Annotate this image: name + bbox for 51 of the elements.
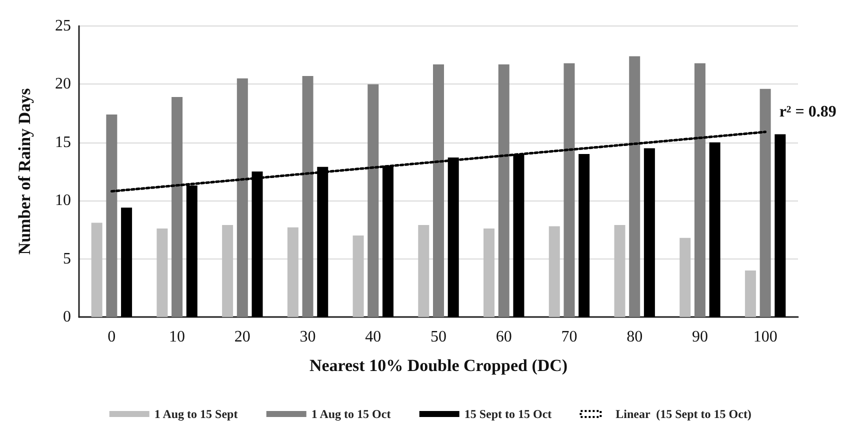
x-tick-label: 50 [430, 328, 446, 346]
bar [564, 63, 575, 317]
bar [644, 148, 655, 317]
bar [368, 84, 379, 317]
y-tick-label: 10 [55, 192, 71, 210]
x-tick-label: 0 [108, 328, 116, 346]
bar [694, 63, 706, 317]
y-axis-title: Number of Rainy Days [15, 88, 34, 255]
bar [418, 225, 430, 317]
bar [498, 64, 510, 317]
legend-label: 1 Aug to 15 Oct [311, 407, 391, 421]
bar [433, 64, 444, 317]
bar [172, 97, 183, 317]
bar [760, 88, 771, 317]
legend-label: 15 Sept to 15 Oct [464, 407, 552, 421]
y-tick-label: 15 [55, 134, 71, 151]
bar [484, 228, 495, 317]
bar [287, 227, 298, 317]
x-tick-label: 20 [234, 328, 250, 346]
x-tick-label: 10 [169, 328, 186, 346]
bar [680, 238, 691, 317]
bar [774, 134, 786, 317]
bar [709, 142, 720, 317]
bar [302, 76, 314, 317]
bar [614, 225, 626, 317]
y-tick-label: 20 [55, 76, 71, 93]
x-tick-label: 90 [692, 328, 708, 346]
bar [352, 236, 364, 317]
bar [744, 270, 756, 317]
bar [548, 226, 560, 317]
y-tick-label: 0 [63, 308, 71, 326]
y-tick-label: 25 [55, 18, 71, 34]
bar [121, 208, 132, 317]
x-tick-label: 30 [300, 328, 316, 346]
x-tick-label: 80 [626, 328, 643, 346]
bar [629, 56, 640, 317]
bar [236, 78, 248, 317]
legend-label: 1 Aug to 15 Sept [154, 407, 238, 421]
x-tick-label: 100 [753, 328, 778, 346]
y-tick-label: 5 [63, 250, 71, 268]
x-tick-label: 40 [365, 328, 382, 346]
bar [91, 222, 102, 317]
annotation: r² = 0.89 [779, 103, 836, 120]
x-axis-title: Nearest 10% Double Cropped (DC) [309, 356, 568, 375]
bar [222, 225, 234, 317]
x-tick-label: 60 [496, 328, 512, 346]
bar [578, 154, 590, 317]
x-tick-label: 70 [561, 328, 578, 346]
bar [106, 114, 118, 317]
legend-label: Linear (15 Sept to 15 Oct) [616, 407, 752, 421]
bar [156, 228, 168, 317]
